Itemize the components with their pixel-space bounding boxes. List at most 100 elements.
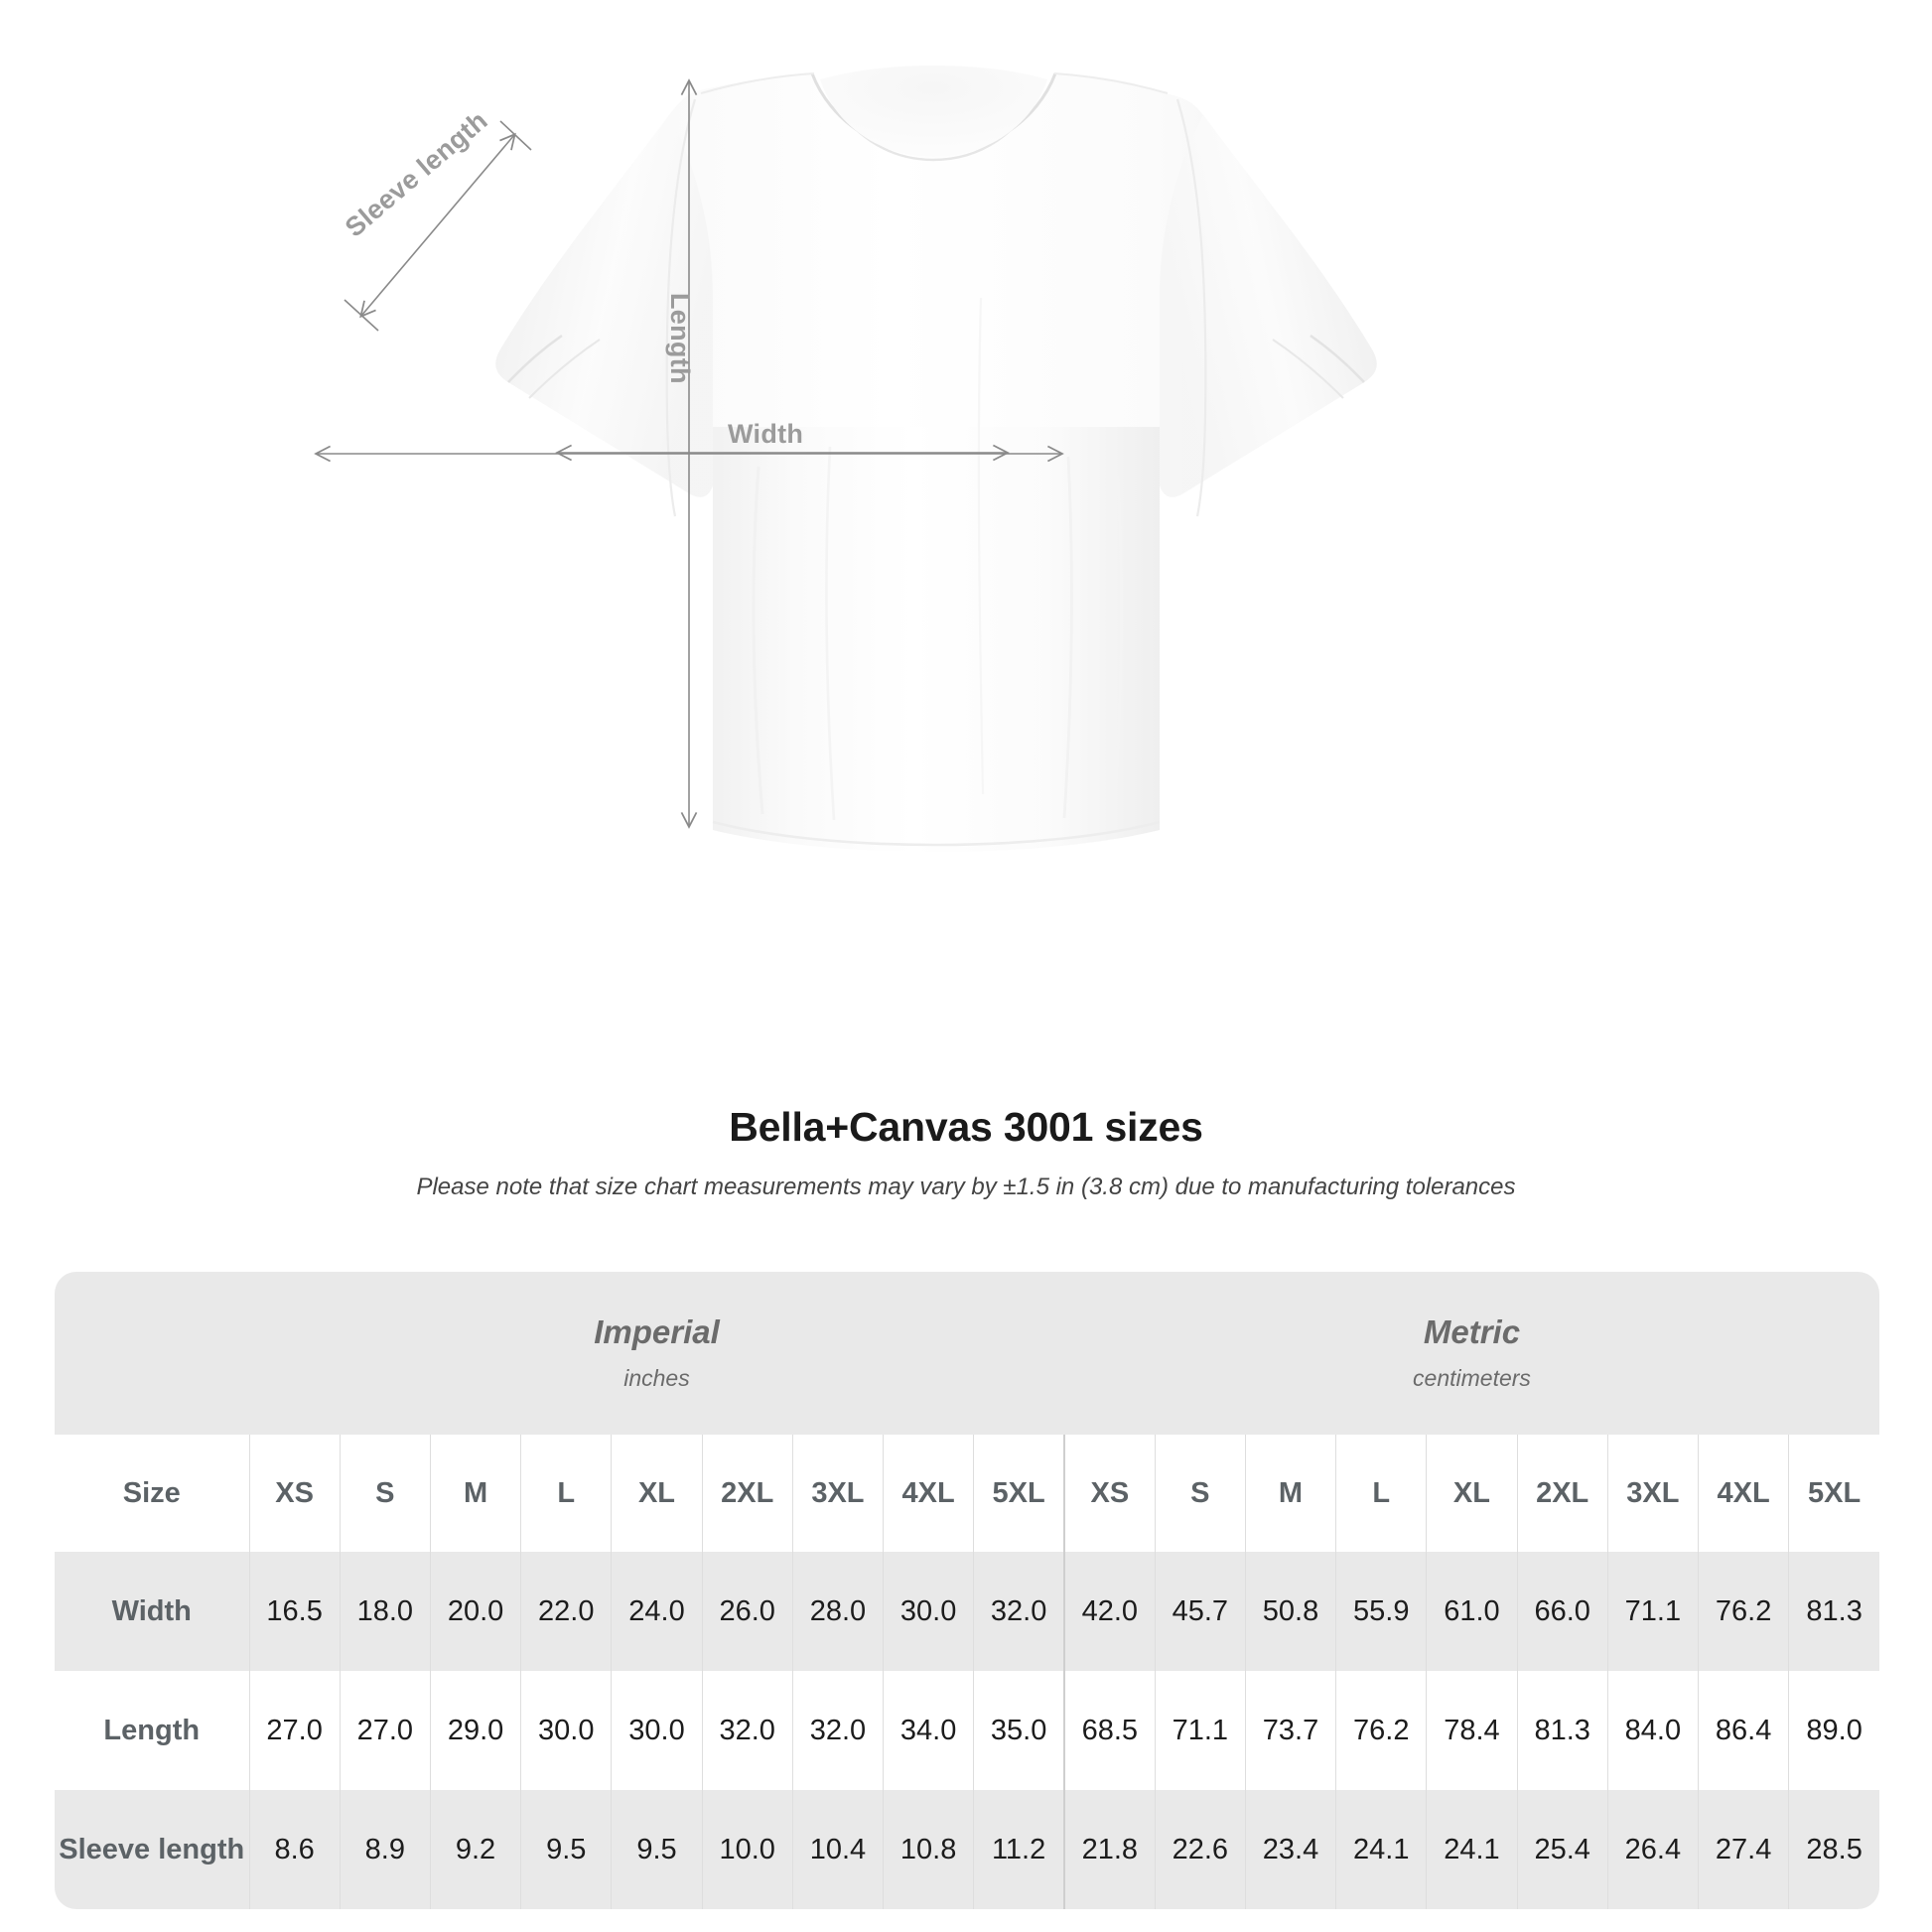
table-row: Length 27.0 27.0 29.0 30.0 30.0 32.0 32.0 34.0 35…: [55, 1671, 1879, 1790]
row-label-width: Width: [55, 1552, 249, 1671]
cell-metric-2xl: 66.0: [1516, 1552, 1608, 1671]
cell-imperial-4xl: 10.8: [883, 1790, 974, 1909]
cell-metric-2xl: 25.4: [1516, 1790, 1608, 1909]
cell-imperial-xs: 27.0: [248, 1671, 341, 1790]
cell-metric-xl: 24.1: [1426, 1790, 1518, 1909]
cell-metric-4xl: 76.2: [1697, 1552, 1789, 1671]
unit-group-sub: inches: [623, 1364, 690, 1391]
tshirt-bottom-hem: [712, 820, 1161, 847]
unit-group-sub: centimeters: [1413, 1364, 1531, 1391]
size-header-row: Size XS S M L XL 2XL 3XL 4XL 5XL XS S M L XL 2XL 3XL 4XL 5…: [55, 1435, 1879, 1552]
cell-metric-s: 45.7: [1154, 1552, 1246, 1671]
cell-imperial-2xl: 10.0: [701, 1790, 793, 1909]
cell-imperial-2xl: 32.0: [701, 1671, 793, 1790]
unit-banner-row: Imperial inches Metric centimeters: [55, 1272, 1879, 1435]
cell-imperial-xl: 30.0: [611, 1671, 703, 1790]
unit-group-imperial: Imperial inches: [249, 1272, 1064, 1435]
size-table-container: Imperial inches Metric centimeters Size XS S M L…: [55, 1272, 1879, 1909]
size-header-metric-xs: XS: [1062, 1435, 1156, 1552]
cell-metric-l: 24.1: [1335, 1790, 1427, 1909]
cell-imperial-2xl: 26.0: [701, 1552, 793, 1671]
tshirt-right-shoulder-seam: [1053, 72, 1169, 94]
cell-metric-2xl: 81.3: [1516, 1671, 1608, 1790]
tshirt-right-armhole-seam: [1175, 98, 1207, 517]
cell-imperial-s: 8.9: [339, 1790, 431, 1909]
page-title: Bella+Canvas 3001 sizes: [729, 1104, 1203, 1150]
cell-metric-5xl: 81.3: [1788, 1552, 1879, 1671]
title-block: Bella+Canvas 3001 sizes Please note that…: [0, 1104, 1932, 1201]
tshirt-left-sleeve: [495, 115, 713, 497]
tshirt-left-sleeve-hem: [507, 334, 563, 383]
cell-imperial-xs: 8.6: [248, 1790, 341, 1909]
tshirt-neck-opening: [820, 66, 1047, 157]
tshirt-left-armhole-seam: [665, 98, 697, 517]
unit-group-metric: Metric centimeters: [1063, 1272, 1879, 1435]
cell-imperial-3xl: 28.0: [791, 1552, 884, 1671]
row-label-sleeve-length: Sleeve length: [55, 1790, 249, 1909]
tshirt-left-shoulder-seam: [700, 72, 815, 94]
size-header-imperial-xl: XL: [611, 1435, 703, 1552]
size-header-imperial-2xl: 2XL: [701, 1435, 793, 1552]
cell-imperial-5xl: 32.0: [973, 1552, 1064, 1671]
cell-metric-xs: 21.8: [1062, 1790, 1156, 1909]
tshirt-diagram: Sleeve length Length Width: [314, 66, 1377, 852]
row-label-length: Length: [55, 1671, 249, 1790]
cell-metric-xl: 61.0: [1426, 1552, 1518, 1671]
table-row: Width 16.5 18.0 20.0 22.0 24.0 26.0 28.0 30.0 32.…: [55, 1552, 1879, 1671]
cell-imperial-5xl: 35.0: [973, 1671, 1064, 1790]
size-header-metric-m: M: [1244, 1435, 1336, 1552]
size-header-imperial-xs: XS: [248, 1435, 341, 1552]
tolerance-note: Please note that size chart measurements…: [416, 1173, 1516, 1200]
size-header-metric-xl: XL: [1426, 1435, 1518, 1552]
cell-metric-s: 22.6: [1154, 1790, 1246, 1909]
cell-imperial-xl: 24.0: [611, 1552, 703, 1671]
cell-imperial-s: 27.0: [339, 1671, 431, 1790]
cell-imperial-4xl: 30.0: [883, 1552, 974, 1671]
cell-imperial-3xl: 32.0: [791, 1671, 884, 1790]
size-header-imperial-5xl: 5XL: [973, 1435, 1064, 1552]
cell-imperial-5xl: 11.2: [973, 1790, 1064, 1909]
unit-banner-spacer: [55, 1272, 249, 1435]
size-header-metric-s: S: [1154, 1435, 1246, 1552]
tshirt-fold-left-1: [752, 466, 764, 815]
cell-imperial-3xl: 10.4: [791, 1790, 884, 1909]
size-chart-table: Imperial inches Metric centimeters Size XS S M L…: [55, 1272, 1879, 1909]
tshirt-fold-right-2: [1112, 476, 1123, 815]
cell-metric-3xl: 71.1: [1606, 1552, 1699, 1671]
tshirt-fold-center: [977, 297, 985, 795]
cell-metric-3xl: 26.4: [1606, 1790, 1699, 1909]
cell-metric-5xl: 89.0: [1788, 1671, 1879, 1790]
table-row: Sleeve length 8.6 8.9 9.2 9.5 9.5 10.0 10.4 10.8…: [55, 1790, 1879, 1909]
sleeve-length-arrow: [359, 132, 516, 319]
cell-imperial-xs: 16.5: [248, 1552, 341, 1671]
size-header-metric-4xl: 4XL: [1697, 1435, 1789, 1552]
size-header-metric-2xl: 2XL: [1516, 1435, 1608, 1552]
cell-metric-s: 71.1: [1154, 1671, 1246, 1790]
tshirt-left-sleeve-cuff: [528, 339, 601, 399]
tshirt-right-sleeve-cuff: [1272, 339, 1344, 399]
sleeve-tick-top: [499, 120, 532, 151]
tshirt-torso-shading: [713, 427, 1160, 852]
unit-group-name: Imperial: [594, 1313, 720, 1351]
cell-metric-m: 23.4: [1244, 1790, 1336, 1909]
size-header-label: Size: [55, 1435, 249, 1552]
cell-metric-xl: 78.4: [1426, 1671, 1518, 1790]
unit-group-name: Metric: [1423, 1313, 1521, 1351]
tshirt-fold-right-1: [1062, 456, 1073, 819]
cell-metric-3xl: 84.0: [1606, 1671, 1699, 1790]
size-header-imperial-3xl: 3XL: [791, 1435, 884, 1552]
measurement-lines: [314, 78, 1064, 829]
cell-metric-5xl: 28.5: [1788, 1790, 1879, 1909]
size-header-metric-3xl: 3XL: [1606, 1435, 1699, 1552]
cell-metric-xs: 68.5: [1062, 1671, 1156, 1790]
width-label: Width: [728, 419, 804, 449]
size-header-imperial-4xl: 4XL: [883, 1435, 974, 1552]
cell-imperial-m: 9.2: [429, 1790, 521, 1909]
cell-metric-m: 73.7: [1244, 1671, 1336, 1790]
size-header-imperial-m: M: [429, 1435, 521, 1552]
cell-metric-4xl: 86.4: [1697, 1671, 1789, 1790]
cell-metric-m: 50.8: [1244, 1552, 1336, 1671]
cell-imperial-l: 9.5: [520, 1790, 612, 1909]
tshirt-right-sleeve-hem: [1310, 334, 1365, 383]
tshirt-right-sleeve: [1160, 115, 1377, 497]
